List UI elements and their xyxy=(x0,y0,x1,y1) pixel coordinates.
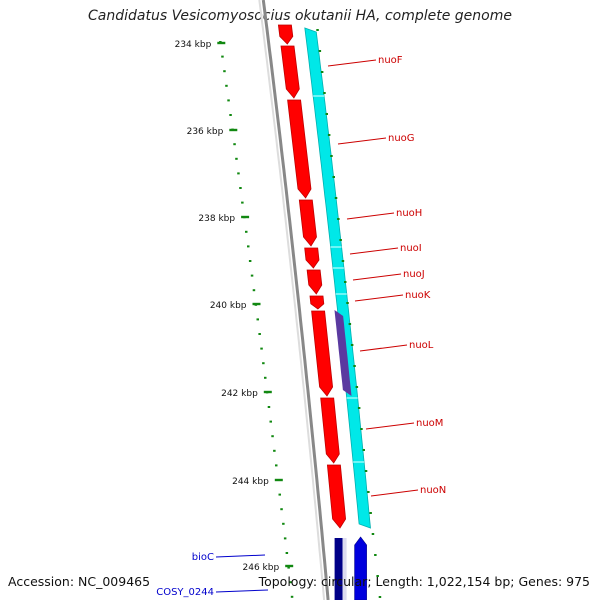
reverse-blue-gene xyxy=(354,536,367,600)
tick-label: 240 kbp xyxy=(210,301,247,311)
forward-gene-arrow xyxy=(306,269,323,295)
gene-label-nuoK: nuoK xyxy=(405,290,431,301)
reverse-gene-band xyxy=(304,27,371,529)
operon-feature xyxy=(334,310,352,396)
gene-leader-line xyxy=(346,212,395,220)
forward-gene-arrow xyxy=(320,397,340,464)
other-leader-line xyxy=(215,589,269,593)
gene-leader-line xyxy=(359,344,408,352)
gene-leader-line xyxy=(352,273,402,281)
forward-gene-arrow xyxy=(287,99,312,199)
tick-label: 244 kbp xyxy=(232,477,269,487)
map-title: Candidatus Vesicomyosocius okutanii HA, … xyxy=(88,8,512,24)
tick-layer: 234 kbp 236 kbp 238 kbp 240 kbp 242 kbp 244 k… xyxy=(175,29,382,598)
forward-gene-arrow xyxy=(311,310,334,397)
gene-label-nuoL: nuoL xyxy=(409,340,434,351)
forward-strand-layer xyxy=(277,24,367,600)
forward-gene-arrow xyxy=(309,295,325,310)
gene-leader-line xyxy=(354,294,404,302)
label-layer: nuoF nuoG nuoH nuoI nuoJ nuoK nuoL nuoM nuoN bioC… xyxy=(156,55,446,598)
tick-label: 242 kbp xyxy=(221,389,258,399)
backbone-shadow xyxy=(258,0,326,600)
forward-gene-arrow xyxy=(326,464,347,529)
tick-label: 234 kbp xyxy=(175,40,212,50)
reverse-strand-layer xyxy=(304,27,371,529)
tick-label: 238 kbp xyxy=(198,214,235,224)
forward-gene-arrow xyxy=(298,199,317,247)
gene-label-nuoF: nuoF xyxy=(378,55,403,66)
tick-label: 246 kbp xyxy=(243,563,280,573)
gene-label-nuoN: nuoN xyxy=(420,485,446,496)
gene-leader-line xyxy=(337,137,387,145)
gene-label-nuoM: nuoM xyxy=(416,418,443,429)
bioC-gene xyxy=(334,538,343,600)
gene-leader-line xyxy=(327,59,377,67)
other-label-bioc: bioC xyxy=(192,552,214,563)
gene-label-nuoJ: nuoJ xyxy=(403,269,425,280)
gene-leader-line xyxy=(365,422,415,430)
bioC-gene-highlight xyxy=(342,538,347,600)
other-leader-line xyxy=(215,554,266,558)
gene-label-nuoI: nuoI xyxy=(400,243,422,254)
backbone-line xyxy=(261,0,330,600)
other-label-cosy-0244: COSY_0244 xyxy=(156,587,214,598)
forward-gene-arrow xyxy=(280,45,300,99)
forward-gene-arrow xyxy=(304,247,320,269)
backbone-layer xyxy=(258,0,330,600)
gene-label-nuoG: nuoG xyxy=(388,133,415,144)
forward-gene-arrow xyxy=(277,24,294,45)
tick-label: 236 kbp xyxy=(187,127,224,137)
accession-text: Accession: NC_009465 xyxy=(8,574,151,589)
gene-leader-line xyxy=(349,247,399,255)
gene-leader-line xyxy=(370,489,419,497)
summary-text: Topology: circular; Length: 1,022,154 bp… xyxy=(258,574,590,589)
gene-label-nuoH: nuoH xyxy=(396,208,422,219)
